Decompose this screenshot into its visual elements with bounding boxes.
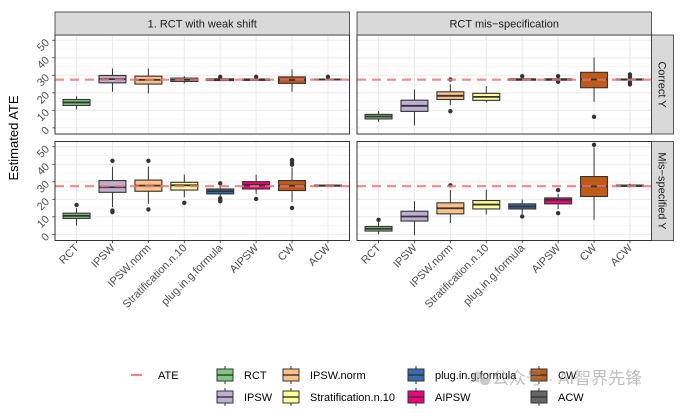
facet-row-strip [651, 34, 674, 135]
outlier-point [110, 158, 115, 163]
outlier-point [289, 162, 295, 167]
legend-item-plug-in-g-formula: plug.in.g.formula [407, 366, 517, 384]
facet-row-strip [651, 141, 674, 241]
boxplot-aipsw [544, 187, 573, 216]
outlier-point [218, 199, 223, 204]
outlier-point [253, 196, 259, 202]
facet-column-strip [54, 11, 350, 36]
wechat-icon [471, 371, 491, 386]
boxplot-rct [62, 202, 91, 226]
outlier-point [555, 73, 561, 79]
boxplot-stratification-n-10 [472, 86, 501, 103]
legend-item-cw: CW [530, 366, 577, 384]
outlier-point [520, 73, 525, 79]
panel-boxes [364, 142, 644, 236]
legend-label: Stratification.n.10 [310, 392, 395, 404]
boxplot-rct [62, 96, 91, 110]
outlier-point [627, 74, 633, 80]
legend-label: ACW [558, 392, 584, 404]
outlier-point [591, 142, 597, 148]
facet-column-label: 1. RCT with weak shift [148, 19, 257, 31]
boxplot-stratification-n-10 [472, 189, 501, 215]
boxplot-plug-in-g-formula [508, 199, 537, 219]
boxplot-ipsw [400, 201, 429, 236]
legend-label: IPSW [244, 392, 273, 404]
watermark-text: 公众号 · AI智界先锋 [492, 369, 642, 388]
outlier-point [146, 158, 151, 163]
legend-label: CW [558, 370, 577, 382]
facet-panel [55, 35, 350, 134]
outlier-point [448, 109, 453, 114]
outlier-point [110, 209, 115, 215]
y-axis-title: Estimated ATE [6, 95, 21, 180]
outlier-point [74, 202, 79, 208]
boxplot-rct [364, 217, 393, 235]
outlier-point [376, 217, 381, 223]
facet-column-strip [356, 11, 652, 36]
legend-label: IPSW.norm [310, 370, 366, 382]
outlier-point [555, 210, 561, 216]
panel-border [54, 141, 350, 241]
legend-item-rct: RCT [216, 366, 267, 384]
legend-item-ate: ATE [131, 370, 179, 382]
boxplot-plug-in-g-formula [206, 181, 235, 204]
facet-column-label: RCT mis−specification [449, 19, 559, 31]
boxplot-rct [364, 111, 393, 122]
watermark: 公众号 · AI智界先锋 [471, 369, 642, 388]
panel-background [55, 35, 350, 134]
outlier-point [182, 200, 187, 206]
legend-label: plug.in.g.formula [435, 370, 517, 382]
outlier-point [146, 207, 151, 212]
outlier-point [555, 187, 561, 193]
facet-row-label: Correct Y [656, 61, 668, 108]
legend-item-stratification-n-10: Stratification.n.10 [282, 388, 395, 406]
outlier-point [289, 205, 295, 211]
legend-item-ipsw-norm: IPSW.norm [282, 366, 366, 384]
outlier-point [591, 114, 597, 120]
outlier-point [520, 214, 525, 219]
facet-row-label: Mis−specified Y [656, 152, 668, 230]
outlier-point [325, 74, 331, 80]
legend-label: RCT [244, 370, 267, 382]
outlier-point [627, 82, 633, 87]
outlier-point [218, 74, 223, 80]
boxplot-ipsw [400, 89, 429, 126]
legend-item-acw: ACW [530, 388, 584, 406]
box-iqr [544, 197, 573, 205]
legend: ATE RCT IPSW IPSW.norm Stratification.n.10 pl… [131, 366, 584, 406]
facet-strips: 1. RCT with weak shift RCT mis−specificat… [54, 11, 674, 241]
legend-item-ipsw: IPSW [216, 388, 273, 406]
outlier-point [218, 181, 223, 186]
legend-item-aipsw: AIPSW [407, 388, 471, 406]
legend-label: AIPSW [435, 392, 471, 404]
legend-label: ATE [158, 370, 179, 382]
facet-panels [54, 34, 652, 241]
outlier-point [253, 74, 259, 80]
